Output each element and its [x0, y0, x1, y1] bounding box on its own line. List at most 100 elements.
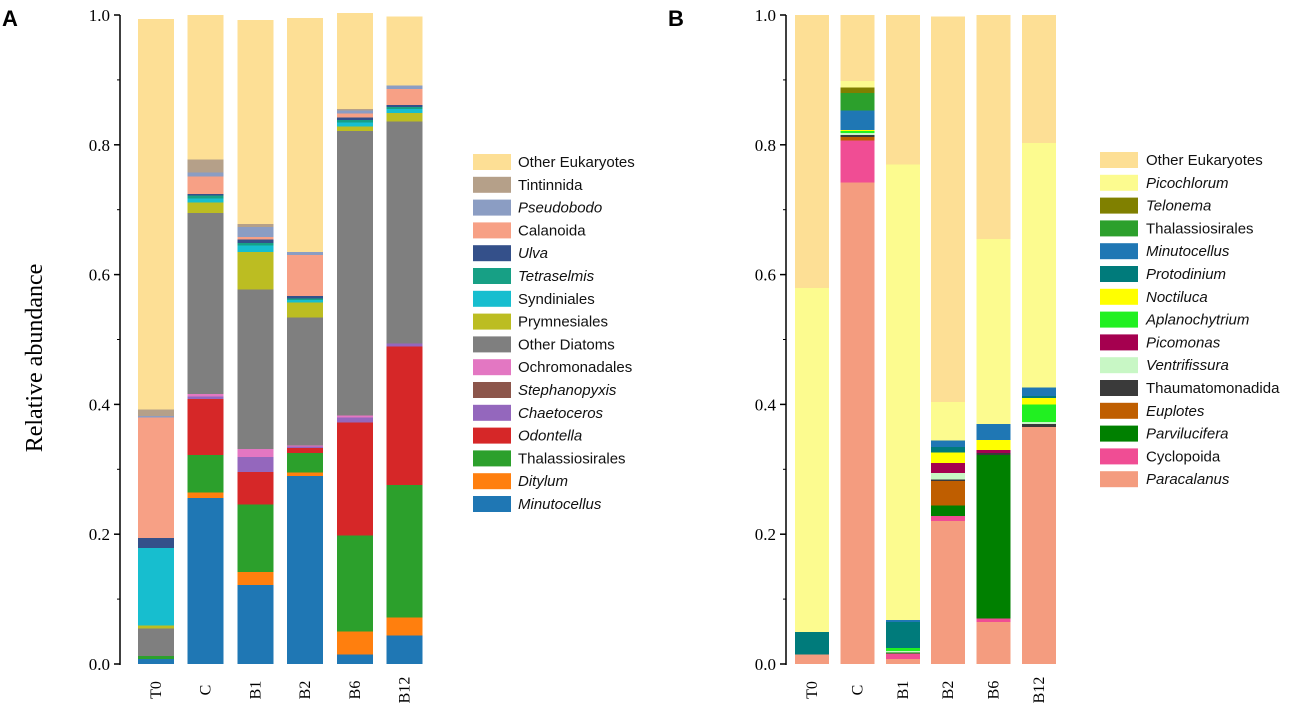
x-tick-label-b12: B12	[1031, 677, 1048, 703]
legend-swatch-odontella	[473, 427, 511, 444]
bar-segment-b1-ochromonadales	[237, 449, 274, 457]
x-tick-label-b12: B12	[397, 677, 414, 703]
legend-label-tetraselmis: Tetraselmis	[518, 268, 595, 285]
bar-segment-b1-ulva	[237, 239, 274, 243]
y-tick-label: 0.2	[89, 525, 110, 544]
bar-segment-b6-other-eukaryotes	[976, 15, 1011, 239]
legend-swatch-other-eukaryotes	[473, 154, 511, 170]
bar-segment-c-odontella	[187, 399, 224, 456]
bar-segment-c-prymnesiales	[187, 202, 224, 213]
bar-segment-b2-chaetoceros	[287, 446, 324, 448]
y-tick-label: 0.8	[755, 136, 776, 155]
legend-swatch-thalassiosirales	[473, 450, 511, 467]
legend-label-aplanochytrium: Aplanochytrium	[1145, 312, 1249, 329]
legend-label-picomonas: Picomonas	[1146, 334, 1221, 351]
bar-segment-c-other-eukaryotes	[187, 15, 224, 160]
bar-segment-b1-aplanochytrium	[885, 647, 920, 652]
bar-segment-b6-pseudobodo	[336, 110, 373, 114]
y-tick-label: 0.6	[755, 266, 776, 285]
bar-segment-b1-cyclopoida	[885, 653, 920, 659]
legend-label-minutocellus: Minutocellus	[518, 496, 602, 513]
bar-segment-b12-protodinium	[1022, 395, 1056, 398]
legend-swatch-telonema	[1100, 197, 1138, 214]
bar-segment-b12-prymnesiales	[386, 112, 423, 122]
legend-label-calanoida: Calanoida	[518, 222, 586, 239]
bar-segment-b1-picochlorum	[885, 164, 920, 620]
bar-segment-b12-minutocellus	[386, 635, 423, 664]
bar-segment-b12-syndiniales	[386, 109, 423, 113]
bar-segment-b12-other-eukaryotes	[386, 16, 423, 86]
bar-segment-b2-ochromonadales	[287, 445, 324, 447]
bar-segment-t0-tintinnida	[138, 409, 174, 417]
y-tick-label: 0.2	[755, 525, 776, 544]
bar-segment-b6-noctiluca	[976, 440, 1011, 450]
bar-segment-b6-ulva	[336, 117, 373, 121]
bar-segment-c-aplanochytrium	[840, 131, 875, 134]
legend-label-syndiniales: Syndiniales	[518, 291, 595, 308]
legend-swatch-minutocellus	[1100, 243, 1138, 260]
bar-segment-b12-thaumatomonadida	[1022, 423, 1056, 428]
legend-swatch-noctiluca	[1100, 288, 1138, 305]
bar-segment-c-ditylum	[187, 492, 224, 498]
bar-segment-b2-pseudobodo	[287, 251, 324, 256]
bar-segment-b6-ditylum	[336, 631, 373, 655]
legend-swatch-picomonas	[1100, 334, 1138, 351]
legend-swatch-tintinnida	[473, 176, 511, 193]
bar-segment-b1-minutocellus	[237, 584, 274, 664]
bar-segment-b1-parvilucifera	[885, 652, 920, 654]
legend-swatch-chaetoceros	[473, 404, 511, 421]
bar-segment-t0-thalassiosirales	[138, 656, 174, 659]
bar-segment-b6-odontella	[336, 422, 373, 536]
bar-segment-b2-euplotes	[931, 480, 966, 506]
legend-label-ochromonadales: Ochromonadales	[518, 359, 632, 376]
bar-segment-c-syndiniales	[187, 198, 224, 203]
legend-swatch-picochlorum	[1100, 174, 1138, 191]
x-tick-label-b6: B6	[986, 681, 1003, 700]
x-tick-label-b1: B1	[895, 681, 912, 700]
bar-segment-c-euplotes	[840, 137, 875, 141]
bar-segment-c-pseudobodo	[187, 172, 224, 177]
legend-label-protodinium: Protodinium	[1146, 266, 1226, 283]
legend-swatch-euplotes	[1100, 402, 1138, 419]
panel-label-a: A	[2, 6, 18, 31]
legend-label-parvilucifera: Parvilucifera	[1146, 426, 1229, 443]
bar-segment-b2-tetraselmis	[287, 298, 324, 300]
legend-label-telonema: Telonema	[1146, 198, 1211, 215]
legend-label-pseudobodo: Pseudobodo	[518, 200, 602, 217]
bar-segment-b2-minutocellus	[287, 475, 324, 664]
bar-segment-b2-prymnesiales	[287, 302, 324, 318]
panel-b: B 0.0 0.2 0.4 0.6 0.8 1.0 T0 C B1 B2 B6 B12 Other Euk…	[668, 6, 1280, 703]
bar-segment-c-minutocellus	[840, 110, 875, 130]
legend-label-thaumatomonadida: Thaumatomonadida	[1146, 380, 1280, 397]
bar-segment-b2-odontella	[287, 447, 324, 454]
bar-segment-b1-thalassiosirales	[237, 504, 274, 572]
legend-swatch-thaumatomonadida	[1100, 380, 1138, 396]
bar-segment-b12-other-diatoms	[386, 121, 423, 344]
bar-segment-b6-prymnesiales	[336, 126, 373, 132]
legend-label-picochlorum: Picochlorum	[1146, 175, 1229, 192]
bar-segment-b2-other-eukaryotes	[287, 18, 324, 252]
bar-segment-b1-calanoida	[237, 236, 274, 240]
legend-label-paracalanus: Paracalanus	[1146, 471, 1230, 488]
legend-label-thalassiosirales: Thalassiosirales	[518, 450, 626, 467]
bar-segment-b6-chaetoceros	[336, 417, 373, 423]
bar-segment-c-chaetoceros	[187, 396, 224, 400]
bar-segment-b6-thalassiosirales	[336, 535, 373, 632]
y-tick-label: 0.8	[89, 136, 110, 155]
bar-segment-c-cyclopoida	[840, 140, 875, 183]
bar-segment-c-calanoida	[187, 176, 224, 195]
bar-segment-b1-ditylum	[237, 571, 274, 585]
bar-segment-b2-calanoida	[287, 255, 324, 297]
legend-label-other-eukaryotes: Other Eukaryotes	[518, 154, 635, 171]
x-tick-label-b2: B2	[297, 681, 314, 700]
legend: Other Eukaryotes Tintinnida Pseudobodo Cala…	[473, 154, 635, 513]
bar-segment-c-paracalanus	[840, 182, 875, 664]
bar-segment-t0-calanoida	[138, 417, 174, 539]
legend-swatch-protodinium	[1100, 266, 1138, 282]
bar-segment-t0-pseudobodo	[138, 416, 174, 418]
y-tick-label: 0.4	[89, 395, 111, 414]
bar-segment-b2-other-eukaryotes	[931, 16, 966, 402]
bar-segment-b1-tintinnida	[237, 223, 274, 228]
legend-swatch-pseudobodo	[473, 199, 511, 216]
bar-segment-b2-syndiniales	[287, 299, 324, 303]
